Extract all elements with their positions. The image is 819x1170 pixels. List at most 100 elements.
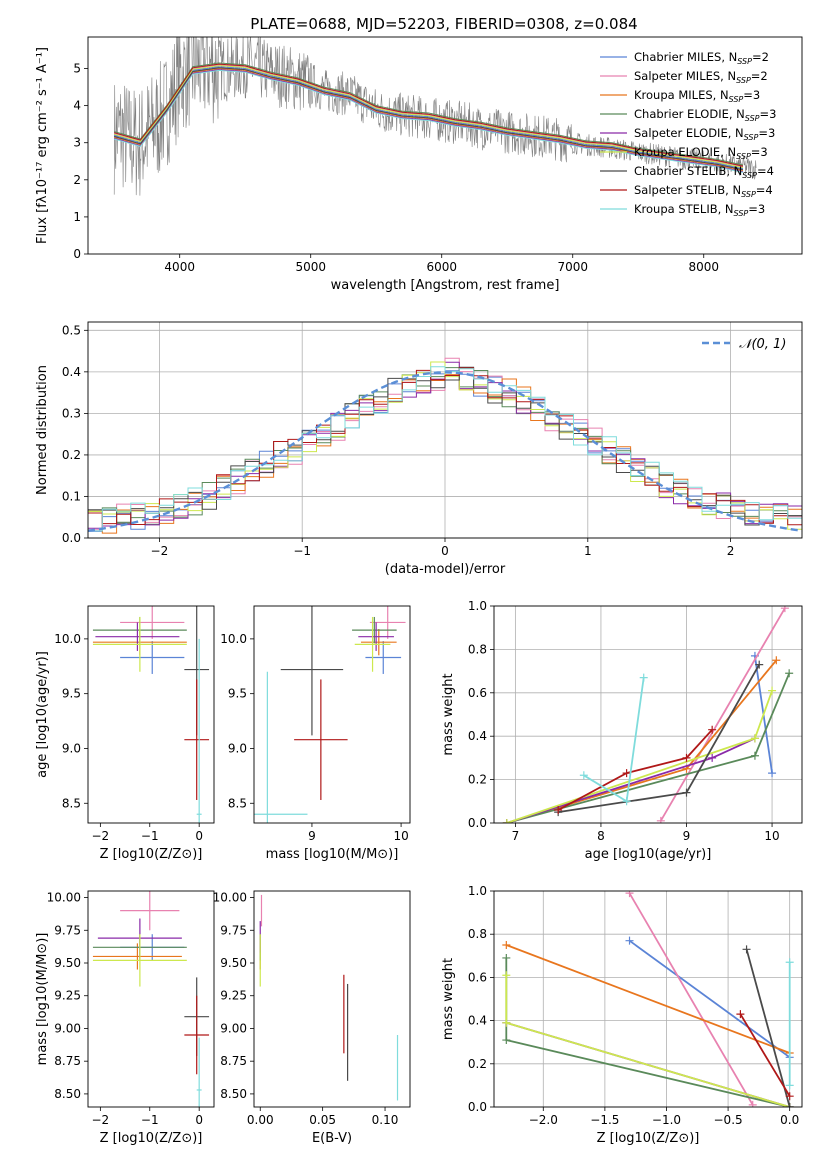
mass_weight_vs_age-marker-2-2 (772, 656, 781, 665)
mass_vs_ebv-xlabel: E(B-V) (312, 1131, 352, 1146)
mass_vs_ebv-ytick-label: 8.75 (220, 1054, 247, 1068)
spectrum-data-line (113, 37, 757, 196)
mass_vs_ebv-ytick-label: 9.50 (220, 956, 247, 970)
age_vs_Z-xtick-label: −2 (92, 829, 110, 843)
mass_weight_vs_age-marker-5-2 (768, 686, 777, 695)
spectrum-model-2 (114, 67, 744, 171)
mass_weight_vs_age-series-7 (557, 729, 713, 811)
spectrum-model-3 (114, 62, 744, 166)
residuals-ytick-label: 0.3 (62, 406, 81, 420)
legend-label-2: Kroupa MILES, NSSP=3 (634, 88, 760, 104)
mass_weight_vs_Z-xtick-label: 0.0 (780, 1113, 799, 1127)
spectrum-ytick-label: 3 (73, 136, 81, 150)
mass_vs_ebv-plot-area (259, 894, 399, 1101)
mass_weight_vs_age-marker-0-1 (768, 769, 777, 778)
age_vs_Z-ytick-label: 8.5 (62, 796, 81, 810)
mass_vs_Z-ytick-label: 9.75 (54, 923, 81, 937)
age_vs_Z-ytick-label: 9.5 (62, 687, 81, 701)
age_vs_Z-ytick-label: 10.0 (54, 632, 81, 646)
spectrum-xtick-label: 5000 (295, 260, 326, 274)
mass_weight_vs_age-marker-5-0 (502, 819, 511, 823)
mass_weight_vs_age-ytick-label: 0.2 (468, 773, 487, 787)
age_vs_mass-ytick-label: 9.5 (228, 687, 247, 701)
mass_weight_vs_age-ytick-label: 0.4 (468, 729, 487, 743)
mass_weight_vs_Z-series-3 (505, 958, 790, 1107)
mass_weight_vs_age-marker-5-1 (750, 734, 759, 743)
mass_weight_vs_Z-ytick-label: 0.4 (468, 1014, 487, 1028)
age_vs_mass-xlabel: mass [log10(M/M⊙)] (266, 847, 399, 862)
legend-gaussian-label: 𝒩(0, 1) (739, 337, 786, 352)
legend-label-7: Salpeter STELIB, NSSP=4 (634, 183, 773, 199)
spectrum-model-4 (114, 69, 744, 173)
mass_weight_vs_age-marker-7-1 (622, 769, 631, 778)
mass_weight_vs_age-ylabel: mass weight (441, 673, 456, 755)
spectrum-xtick-label: 6000 (426, 260, 457, 274)
spectrum-xlabel: wavelength [Angstrom, rest frame] (331, 278, 560, 293)
residual-hist-8 (88, 366, 802, 532)
legend-label-4: Salpeter ELODIE, NSSP=3 (634, 126, 775, 142)
residuals-ytick-label: 0.4 (62, 365, 81, 379)
age_vs_mass-ytick-label: 9.0 (228, 741, 247, 755)
mass_weight_vs_Z-marker-6-0 (742, 945, 751, 954)
mass_vs_Z-ytick-label: 10.00 (47, 891, 81, 905)
mass_vs_ebv-frame (253, 890, 411, 1108)
residuals-ytick-label: 0.5 (62, 323, 81, 337)
mass_vs_Z-ytick-label: 9.50 (54, 956, 81, 970)
mass_vs_Z-xtick-label: −1 (141, 1113, 159, 1127)
mass_weight_vs_age-axes: 7 8 9 10 0.0 0.2 0.4 0.6 0.8 1.0 age [log10(age/yr… (441, 599, 802, 862)
spectrum-model-7 (114, 63, 744, 167)
mass_weight_vs_Z-marker-8-0 (785, 958, 794, 967)
residual-hist-6 (88, 366, 802, 526)
mass_weight_vs_age-marker-8-2 (639, 673, 648, 682)
mass_weight_vs_age-xtick-label: 7 (512, 829, 520, 843)
mass_vs_ebv-ytick-label: 9.00 (220, 1021, 247, 1035)
residuals-ylabel: Normed distribution (35, 365, 50, 495)
mass_weight_vs_Z-ytick-label: 0.0 (468, 1100, 487, 1114)
mass_weight_vs_Z-series-5 (505, 975, 790, 1107)
spectrum-ytick-label: 2 (73, 173, 81, 187)
residuals-xtick-label: 0 (441, 544, 449, 558)
mass_weight_vs_age-plot-area (502, 606, 794, 823)
mass_weight_vs_Z-marker-0-0 (625, 936, 634, 945)
residuals-legend: 𝒩(0, 1) (702, 337, 786, 352)
age_vs_Z-ylabel: age [log10(age/yr)] (35, 651, 50, 778)
mass_weight_vs_Z-series-6 (745, 949, 791, 1107)
mass_weight_vs_age-xlabel: age [log10(age/yr)] (585, 847, 712, 862)
age_vs_Z-axes: −2 −1 0 8.5 9.0 9.5 10.0 Z [log10(Z/Z⊙)] age [lo… (35, 632, 203, 862)
spectrum-model-6 (114, 67, 744, 171)
age_vs_Z-plot-area (92, 606, 210, 823)
mass_vs_Z-plot-area (92, 891, 210, 1107)
age_vs_mass-ytick-label: 10.0 (220, 632, 247, 646)
mass_weight_vs_age-xtick-label: 10 (764, 829, 779, 843)
mass_vs_Z-xlabel: Z [log10(Z/Z⊙)] (100, 1131, 203, 1146)
mass_vs_ebv-xtick-label: 0.00 (247, 1113, 274, 1127)
mass_weight_vs_Z-marker-1-0 (625, 891, 634, 898)
mass_weight_vs_Z-marker-3-0 (502, 953, 511, 962)
mass_vs_ebv-ytick-label: 8.50 (220, 1087, 247, 1101)
age_vs_mass-xtick-label: 9 (308, 829, 316, 843)
mass_vs_ebv-ytick-label: 10.00 (213, 891, 247, 905)
mass_vs_ebv-xtick-label: 0.10 (372, 1113, 399, 1127)
age_vs_Z-ytick-label: 9.0 (62, 741, 81, 755)
mass_weight_vs_Z-xtick-label: −2.0 (529, 1113, 558, 1127)
mass_vs_Z-ytick-label: 8.75 (54, 1054, 81, 1068)
mass_weight_vs_Z-marker-1-1 (748, 1100, 757, 1107)
spectrum-model-0 (114, 66, 744, 170)
mass_weight_vs_Z-marker-3-1 (502, 1036, 511, 1045)
spectrum-ytick-label: 5 (73, 62, 81, 76)
spectrum-model-1 (114, 64, 744, 168)
mass_weight_vs_Z-ytick-label: 0.2 (468, 1057, 487, 1071)
mass_weight_vs_age-ytick-label: 0.6 (468, 686, 487, 700)
spectrum-xtick-label: 7000 (557, 260, 588, 274)
age_vs_Z-xtick-label: −1 (141, 829, 159, 843)
spectrum-xtick-label: 8000 (688, 260, 719, 274)
age_vs_mass-plot-area (254, 606, 406, 823)
mass_weight_vs_Z-marker-5-1 (502, 1018, 511, 1027)
legend-label-8: Kroupa STELIB, NSSP=3 (634, 202, 765, 218)
residuals-xtick-label: 1 (584, 544, 592, 558)
mass_weight_vs_age-xtick-label: 8 (597, 829, 605, 843)
mass_vs_Z-ylabel: mass [log10(M/M⊙)] (35, 933, 50, 1066)
age_vs_mass-frame (253, 605, 411, 824)
age_vs_mass-xtick-label: 10 (393, 829, 408, 843)
